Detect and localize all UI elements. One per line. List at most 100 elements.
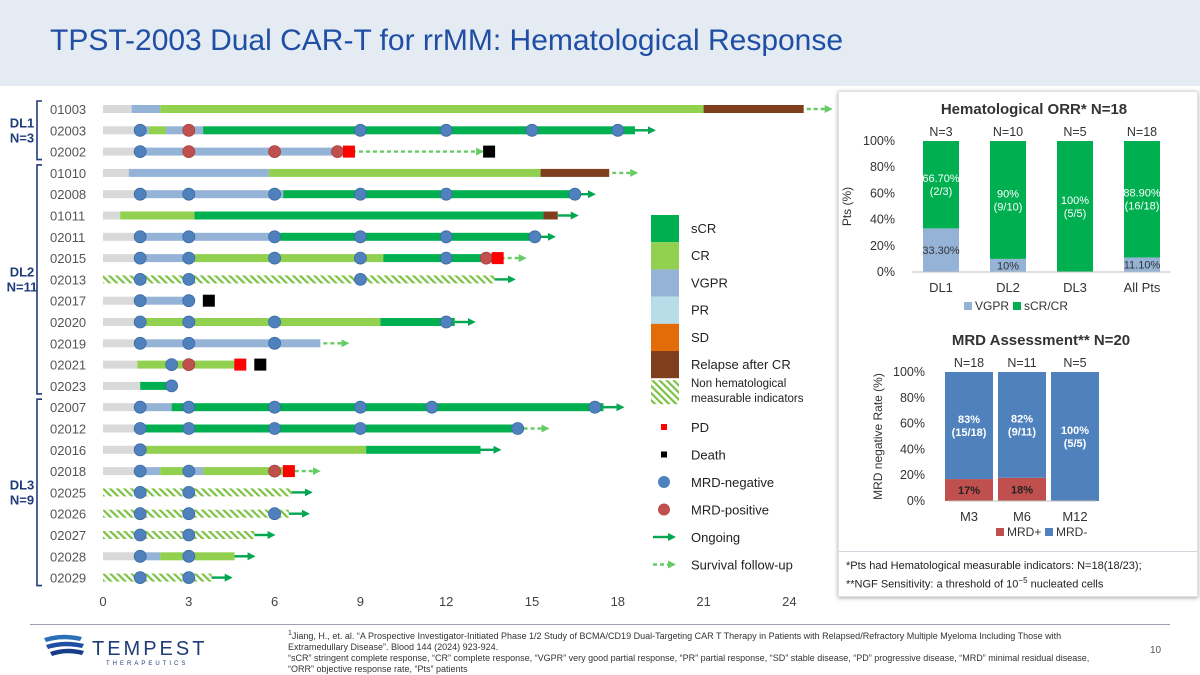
bar-MRD+	[998, 477, 1046, 501]
n-label: N=18	[954, 356, 984, 370]
legend-swatch-relapse	[651, 351, 679, 379]
pd-marker	[342, 145, 355, 158]
mrd-negative-marker	[133, 294, 147, 308]
data-label: 100%	[1061, 425, 1089, 437]
mrd-negative-marker	[133, 400, 147, 414]
reference-2: “sCR” stringent complete response, “CR” …	[288, 653, 1090, 674]
footer-divider	[30, 624, 1170, 625]
data-label: (9/10)	[994, 201, 1023, 213]
legend-label: MRD-	[1056, 525, 1087, 539]
bar-segment-relapse	[540, 168, 610, 177]
legend-mrd-negative-icon	[658, 476, 670, 488]
n-label: N=5	[1063, 356, 1086, 370]
bar-segment-sCR	[283, 190, 575, 199]
mrd-negative-marker	[133, 571, 147, 585]
bar-sCR/CR	[1057, 141, 1093, 272]
patient-id: 02029	[50, 571, 86, 586]
bar-segment-screen	[103, 296, 141, 305]
right-panel: Hematological ORR* N=18 Pts (%) 0% 20% 40% 60…	[838, 91, 1198, 597]
mrd-negative-marker	[165, 358, 179, 372]
mrd-negative-marker	[133, 123, 147, 137]
legend-label: Non hematological	[691, 378, 786, 390]
data-label: 33.30%	[922, 245, 960, 257]
mrd-negative-marker	[353, 251, 367, 265]
bar-segment-VGPR	[140, 190, 284, 199]
mrd-negative-marker	[588, 400, 602, 414]
bar-segment-screen	[103, 232, 141, 241]
x-tick-label: DL2	[996, 280, 1020, 295]
bar-segment-sCR	[140, 424, 521, 433]
legend-label: MRD-positive	[691, 503, 769, 518]
legend-label: PD	[691, 420, 709, 435]
n-label: N=10	[993, 125, 1023, 139]
y-tick-label: 80%	[870, 160, 895, 174]
mrd-negative-marker	[165, 379, 179, 393]
mrd-negative-marker	[611, 123, 625, 137]
mrd-positive-marker	[268, 464, 282, 478]
y-tick-label: 20%	[870, 239, 895, 253]
legend-swatch-SD	[651, 323, 679, 351]
legend-mrd-positive-icon	[658, 503, 670, 516]
bar-segment-screen	[103, 552, 141, 561]
bar-segment-screen	[103, 424, 141, 433]
legend-swatch-CR	[651, 242, 679, 270]
legend-label: sCR	[691, 221, 716, 236]
bar-MRD-	[998, 372, 1046, 478]
y-tick-label: 0%	[877, 265, 895, 279]
data-label: 82%	[1011, 413, 1033, 425]
patient-id: 02015	[50, 251, 86, 266]
patient-id: 02013	[50, 272, 86, 287]
mrd-negative-marker	[133, 422, 147, 435]
mrd-negative-marker	[439, 230, 453, 244]
legend-label: SD	[691, 330, 709, 345]
y-tick-label: 100%	[893, 365, 925, 379]
group-label: DL2	[10, 264, 35, 279]
patient-id: 02003	[50, 123, 86, 138]
logo-mark-icon	[44, 634, 84, 656]
x-tick-label: 9	[357, 594, 364, 609]
group-label: DL1	[10, 115, 35, 130]
legend-swatch-nonheme	[651, 380, 679, 405]
bar-segment-sCR	[380, 318, 455, 326]
bar-segment-sCR	[140, 381, 172, 390]
y-axis-label: MRD negative Rate (%)	[871, 373, 885, 500]
mrd-negative-marker	[439, 187, 453, 201]
y-axis-label: Pts (%)	[840, 187, 854, 226]
mrd-positive-marker	[331, 145, 344, 158]
mrd-negative-marker	[439, 251, 453, 265]
bar-MRD+	[945, 479, 993, 501]
bar-segment-sCR	[366, 445, 481, 454]
legend-label: VGPR	[975, 299, 1009, 312]
mrd-positive-marker	[182, 358, 196, 372]
mrd-negative-marker	[182, 464, 196, 478]
mrd-negative-marker	[268, 400, 282, 414]
bar-segment-screen	[103, 467, 141, 476]
mrd-negative-marker	[133, 187, 147, 201]
mrd-negative-marker	[182, 315, 196, 329]
bar-segment-sCR	[194, 211, 544, 220]
bar-segment-CR	[203, 467, 292, 476]
mrd-negative-marker	[182, 230, 196, 244]
patient-id: 02021	[50, 358, 86, 373]
mrd-negative-marker	[133, 336, 147, 350]
legend-swatch-sCR	[651, 215, 679, 243]
mrd-negative-marker	[353, 422, 367, 435]
bar-segment-screen	[103, 254, 141, 263]
group-bracket	[36, 100, 42, 161]
bar-sCR/CR	[923, 141, 959, 229]
bar-sCR/CR	[990, 141, 1026, 259]
bar-segment-sCR	[203, 126, 635, 135]
bar-segment-VGPR	[140, 147, 349, 156]
mrd-negative-marker	[268, 230, 282, 244]
mrd-negative-marker	[525, 123, 539, 137]
bar-segment-CR	[183, 254, 384, 263]
bar-sCR/CR	[1124, 141, 1160, 258]
bar-segment-CR	[140, 318, 381, 326]
mrd-negative-marker	[133, 145, 147, 158]
orr-chart: Hematological ORR* N=18 Pts (%) 0% 20% 40% 60…	[840, 101, 1171, 312]
x-tick-label: DL3	[1063, 280, 1087, 295]
x-tick-label: M12	[1062, 509, 1087, 524]
data-label: 88.90%	[1123, 188, 1161, 200]
legend-label: Death	[691, 448, 726, 463]
bar-segment-CR	[148, 126, 166, 135]
